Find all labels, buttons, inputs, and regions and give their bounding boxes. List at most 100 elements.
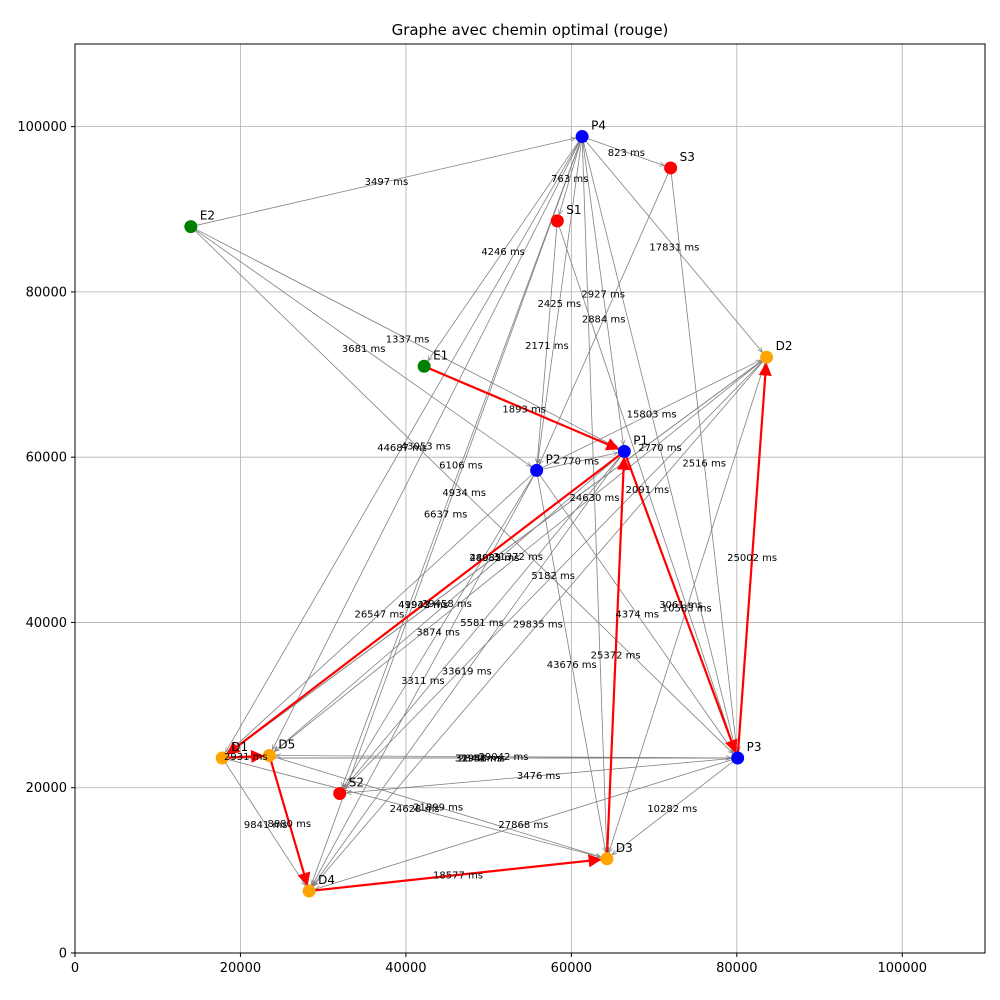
edge-p4-d5 xyxy=(272,138,582,749)
y-tick-label: 100000 xyxy=(17,120,67,135)
y-tick-label: 20000 xyxy=(26,781,67,796)
edge-d2-d3 xyxy=(609,358,767,853)
edge-weight-label: 2927 ms xyxy=(581,289,625,300)
edge-p2-s2 xyxy=(343,471,536,788)
edge-d5-d3 xyxy=(271,755,600,857)
edge-d2-d4 xyxy=(313,358,766,886)
edge-weight-label: 763 ms xyxy=(551,174,588,185)
edge-weight-label: 44687 ms xyxy=(377,443,427,454)
edge-weight-label: 2884 ms xyxy=(582,315,626,326)
edge-p4-d2 xyxy=(583,137,762,352)
edge-p4-s2 xyxy=(342,138,582,787)
node-label-d4: D4 xyxy=(318,873,335,887)
edge-weight-label: 39458 ms xyxy=(422,599,472,610)
path-segment-e1-p1 xyxy=(425,366,620,451)
edge-d2-d5 xyxy=(274,358,766,751)
path-segment-p1-p3 xyxy=(623,452,738,754)
edge-d1-d3 xyxy=(224,758,600,857)
edge-weight-label: 2770 ms xyxy=(638,443,682,454)
chart-title: Graphe avec chemin optimal (rouge) xyxy=(392,21,669,39)
node-p3 xyxy=(731,751,745,765)
edge-weight-label: 3311 ms xyxy=(401,676,445,687)
y-tick-label: 0 xyxy=(59,947,67,962)
path-segment-d4-d3 xyxy=(310,854,602,892)
node-label-e2: E2 xyxy=(200,209,215,223)
edge-weight-label: 2931 ms xyxy=(224,752,268,763)
edge-e2-p2 xyxy=(192,227,531,467)
edge-s3-p2 xyxy=(538,169,671,465)
edge-weight-label: 33619 ms xyxy=(442,667,492,678)
edge-weight-label: 21899 ms xyxy=(413,803,463,814)
edge-weight-label: 5581 ms xyxy=(460,618,504,629)
node-label-p4: P4 xyxy=(591,119,606,133)
edge-weight-label: 10583 ms xyxy=(662,603,712,614)
edge-weight-label: 6637 ms xyxy=(424,509,468,520)
edge-weight-label: 15803 ms xyxy=(627,409,677,420)
node-e1 xyxy=(417,359,431,373)
edge-p2-d1 xyxy=(227,471,536,754)
node-p1 xyxy=(617,444,631,458)
path-segment-d3-p1 xyxy=(605,456,631,857)
edge-weight-label: 3061 ms xyxy=(659,600,703,611)
edge-weight-label: 4934 ms xyxy=(442,488,486,499)
edge-weight-label: 4246 ms xyxy=(481,247,525,258)
grid-lines xyxy=(74,44,985,954)
edge-p1-d4 xyxy=(313,452,624,886)
edge-p2-d2 xyxy=(538,360,760,470)
edge-p4-p2 xyxy=(537,138,583,464)
edge-weight-label: 25372 ms xyxy=(591,651,641,662)
edge-p3-d4 xyxy=(315,758,736,890)
node-label-p1: P1 xyxy=(633,433,648,447)
x-tick-label: 60000 xyxy=(551,961,592,976)
edge-d1-d4 xyxy=(223,759,305,886)
edge-p1-s2 xyxy=(344,452,624,789)
edge-e2-p4 xyxy=(192,138,576,227)
edge-weight-label: 2840 ms xyxy=(458,753,502,764)
edge-p2-d4 xyxy=(312,471,537,885)
edge-p4-d4 xyxy=(311,138,582,884)
node-d3 xyxy=(600,852,614,866)
edge-p3-s2 xyxy=(346,757,736,793)
node-p4 xyxy=(575,130,589,144)
edge-weight-label: 49942 ms xyxy=(398,600,448,611)
edge-d2-d1 xyxy=(227,358,766,754)
edge-weight-label: 24630 ms xyxy=(570,493,620,504)
edge-labels: 823 ms 3497 ms 763 ms 17831 ms 2425 ms 4246 m… xyxy=(224,148,777,882)
edge-d2-s2 xyxy=(344,358,766,789)
node-label-s3: S3 xyxy=(680,150,695,164)
edge-weight-label: 823 ms xyxy=(608,148,645,159)
edge-weight-label: 2425 ms xyxy=(538,299,582,310)
edge-weight-label: 3681 ms xyxy=(342,344,386,355)
edge-weight-label: 24628 ms xyxy=(390,804,440,815)
node-label-s2: S2 xyxy=(349,776,364,790)
y-tick-label: 60000 xyxy=(26,451,67,466)
edge-weight-label: 17831 ms xyxy=(649,242,699,253)
edge-weight-label: 2091 ms xyxy=(626,485,670,496)
edge-weight-label: 3497 ms xyxy=(365,177,409,188)
node-label-d5: D5 xyxy=(278,737,295,751)
edge-p4-d1 xyxy=(226,138,582,752)
edge-weight-label: 770 ms xyxy=(562,456,599,467)
node-s2 xyxy=(333,787,347,801)
edge-p4-s3 xyxy=(583,136,665,166)
edge-p3-d3 xyxy=(612,758,737,855)
node-d5 xyxy=(262,748,276,762)
edge-weight-label: 31372 ms xyxy=(493,552,543,563)
edge-weight-label: 29835 ms xyxy=(513,620,563,631)
edge-e2-p1 xyxy=(192,227,619,449)
edge-p4-e1 xyxy=(428,137,582,361)
path-segment-d5-d4 xyxy=(268,757,311,887)
edge-weight-label: 2516 ms xyxy=(682,458,726,469)
edge-p2-p3 xyxy=(537,471,734,753)
x-tick-label: 80000 xyxy=(716,961,757,976)
node-label-e1: E1 xyxy=(433,348,448,362)
edge-weight-label: 41933 ms xyxy=(398,600,448,611)
edge-weight-label: 5182 ms xyxy=(531,571,575,582)
x-tick-label: 100000 xyxy=(877,961,927,976)
edges xyxy=(191,136,767,892)
node-label-d1: D1 xyxy=(231,740,248,754)
plot-frame xyxy=(74,43,986,954)
node-s3 xyxy=(664,161,678,175)
edge-weight-label: 25002 ms xyxy=(727,553,777,564)
